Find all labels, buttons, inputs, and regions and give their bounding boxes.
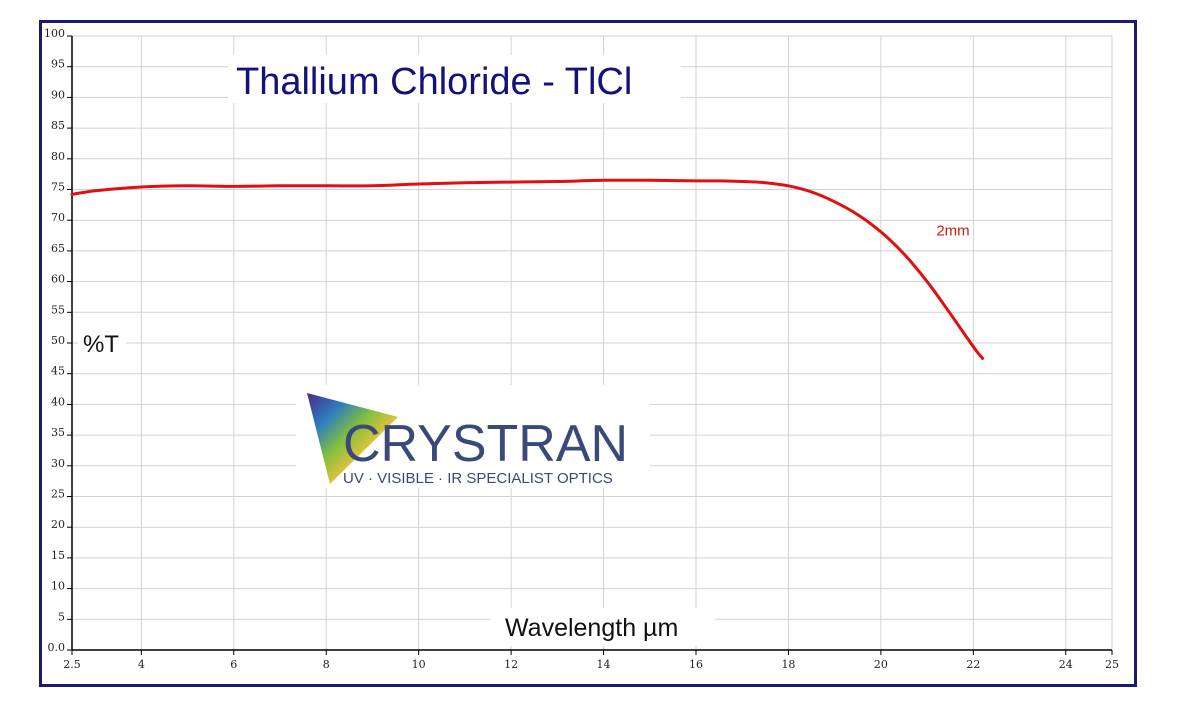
x-tick-label: 24 — [1059, 658, 1073, 671]
y-tick-label: 55 — [51, 303, 65, 316]
chart-title: Thallium Chloride - TlCl — [236, 61, 632, 103]
y-tick-label: 100 — [44, 27, 65, 40]
x-tick-label: 16 — [689, 658, 703, 671]
x-tick-label: 8 — [323, 658, 330, 671]
x-tick-label: 25 — [1105, 658, 1119, 671]
y-tick-label: 75 — [51, 181, 65, 194]
crystran-logo: CRYSTRAN UV · VISIBLE · IR SPECIALIST OP… — [296, 385, 650, 488]
y-tick-label: 90 — [51, 88, 65, 101]
y-axis-ticks: 0.0 5 10 15 20 25 30 35 40 45 50 55 60 65 70 75 80 85 90 95… — [44, 27, 72, 654]
chart-frame — [39, 20, 1137, 687]
series-layer — [70, 178, 985, 360]
x-axis-label: Wavelength µm — [505, 614, 678, 642]
series-annotation-label: 2mm — [936, 223, 969, 240]
x-tick-label: 12 — [504, 658, 518, 671]
title-background — [228, 55, 681, 103]
y-tick-label: 15 — [51, 549, 65, 562]
x-tick-label: 14 — [597, 658, 611, 671]
x-tick-label: 18 — [781, 658, 795, 671]
y-tick-label: 85 — [51, 119, 65, 132]
grid-lines — [72, 35, 1113, 650]
xlabel-background — [490, 608, 715, 646]
y-tick-label: 60 — [51, 273, 65, 286]
x-tick-label: 10 — [412, 658, 426, 671]
logo-wordmark: CRYSTRAN — [343, 415, 628, 473]
y-tick-label: 5 — [58, 610, 65, 623]
logo-tagline: UV · VISIBLE · IR SPECIALIST OPTICS — [343, 470, 613, 487]
x-tick-label: 6 — [230, 658, 237, 671]
y-tick-label: 0.0 — [48, 641, 66, 654]
x-tick-label: 20 — [874, 658, 888, 671]
y-axis-label: %T — [83, 331, 119, 358]
y-tick-label: 30 — [51, 457, 65, 470]
x-tick-label: 2.5 — [63, 658, 81, 671]
y-tick-label: 80 — [51, 150, 65, 163]
x-tick-label: 22 — [966, 658, 980, 671]
y-tick-label: 20 — [51, 518, 65, 531]
x-tick-label: 4 — [138, 658, 145, 671]
y-tick-label: 50 — [51, 334, 65, 347]
x-axis-ticks: 2.5 4 6 8 10 12 14 16 18 20 22 24 25 — [63, 650, 1119, 671]
series-line-2mm — [70, 178, 985, 360]
prism-icon — [307, 393, 398, 484]
y-tick-label: 35 — [51, 426, 65, 439]
y-tick-label: 25 — [51, 488, 65, 501]
y-tick-label: 45 — [51, 365, 65, 378]
y-tick-label: 65 — [51, 242, 65, 255]
y-tick-label: 95 — [51, 58, 65, 71]
y-tick-label: 40 — [51, 395, 65, 408]
annotation-layer: 2mm — [936, 223, 969, 240]
y-tick-label: 10 — [51, 580, 65, 593]
ylabel-background — [78, 326, 126, 358]
y-tick-label: 70 — [51, 211, 65, 224]
